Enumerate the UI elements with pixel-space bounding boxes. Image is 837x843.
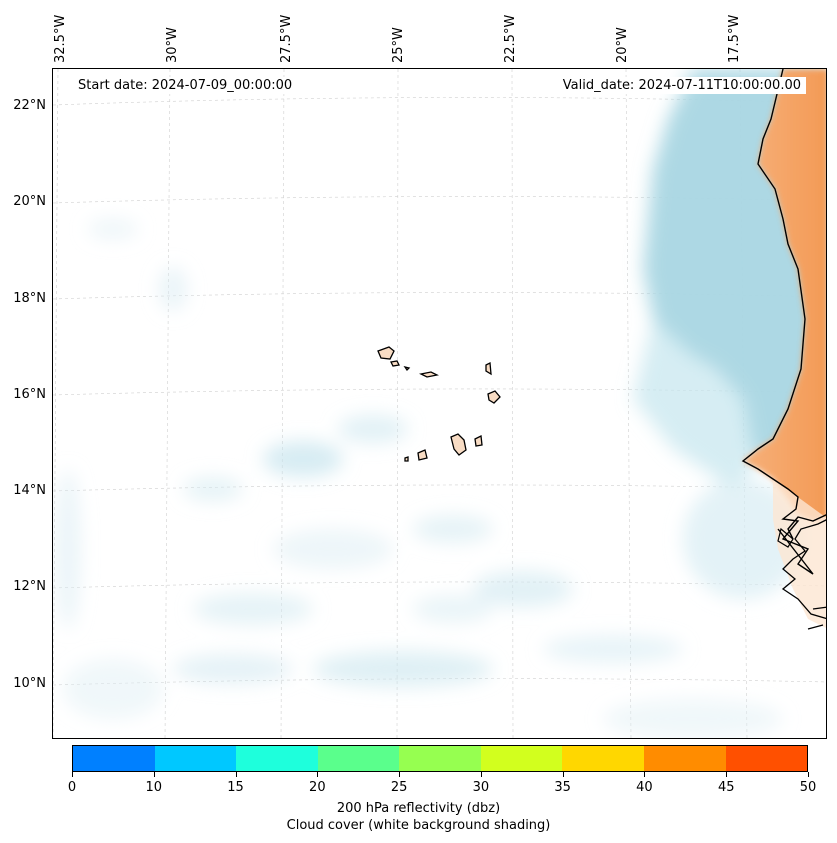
- colorbar-tick-label: 0: [67, 780, 77, 795]
- cabo-verde-islands: [377, 346, 501, 462]
- start-date-label: Start date: 2024-07-09_00:00:00: [73, 77, 298, 94]
- colorbar-segment: [480, 746, 563, 771]
- cloud-cover-shading: [56, 69, 826, 738]
- colorbar-tick-label: 45: [717, 780, 735, 795]
- colorbar-segment: [317, 746, 400, 771]
- longitude-label: 22.5°W: [503, 14, 518, 63]
- colorbar-tick-label: 20: [309, 780, 326, 795]
- longitude-label: 27.5°W: [279, 14, 294, 63]
- latitude-label: 14°N: [13, 483, 46, 498]
- colorbar-tick-label: 35: [554, 780, 571, 795]
- latitude-label: 16°N: [13, 387, 46, 402]
- colorbar-tick: [480, 772, 482, 777]
- colorbar-tick: [317, 772, 319, 777]
- longitude-label: 20°W: [615, 27, 630, 63]
- colorbar-segment: [725, 746, 808, 771]
- map-panel: Start date: 2024-07-09_00:00:00 Valid_da…: [52, 68, 827, 739]
- colorbar-tick: [726, 772, 728, 777]
- map-canvas: [53, 69, 826, 738]
- colorbar-tick: [72, 772, 73, 777]
- colorbar-tick: [399, 772, 401, 777]
- colorbar-segment: [399, 746, 481, 771]
- graticule-lines: [53, 69, 826, 738]
- colorbar-tick: [235, 772, 237, 777]
- colorbar-tick: [153, 772, 155, 777]
- colorbar-tick-label: 30: [472, 780, 490, 795]
- latitude-label: 10°N: [13, 676, 46, 691]
- colorbar-tick: [644, 772, 646, 777]
- colorbar-sublabel: Cloud cover (white background shading): [286, 818, 551, 833]
- colorbar-tick-label: 10: [145, 780, 163, 795]
- longitude-label: 32.5°W: [53, 14, 68, 63]
- colorbar-segment: [643, 746, 726, 771]
- colorbar-tick-label: 40: [636, 780, 653, 795]
- colorbar-tick-label: 50: [799, 780, 817, 795]
- colorbar-segment: [154, 746, 237, 771]
- latitude-label: 12°N: [13, 579, 46, 594]
- reflectivity-colorbar: [72, 745, 808, 772]
- valid-date-label: Valid_date: 2024-07-11T10:00:00.00: [557, 77, 806, 94]
- colorbar-tick: [808, 772, 809, 777]
- colorbar-label: 200 hPa reflectivity (dbz): [336, 801, 501, 816]
- latitude-label: 20°N: [13, 194, 46, 209]
- longitude-label: 30°W: [165, 27, 180, 63]
- colorbar-tick-label: 25: [390, 780, 408, 795]
- longitude-label: 25°W: [391, 27, 406, 63]
- colorbar-segment: [236, 746, 318, 771]
- latitude-label: 18°N: [13, 291, 46, 306]
- longitude-label: 17.5°W: [727, 14, 742, 63]
- colorbar-tick-label: 15: [227, 780, 244, 795]
- colorbar-segment: [562, 746, 644, 771]
- colorbar-tick: [562, 772, 564, 777]
- latitude-label: 22°N: [13, 98, 46, 113]
- colorbar-segment: [73, 746, 155, 771]
- african-mainland: [741, 69, 826, 630]
